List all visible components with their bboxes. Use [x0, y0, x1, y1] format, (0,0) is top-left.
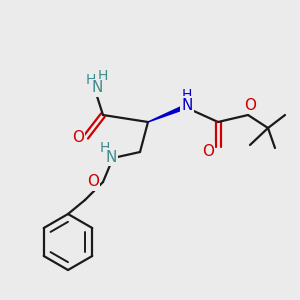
Text: O: O — [244, 98, 256, 112]
Text: H: H — [100, 141, 110, 155]
Text: N: N — [105, 149, 117, 164]
Text: H: H — [86, 73, 96, 87]
Text: O: O — [202, 143, 214, 158]
Text: H: H — [182, 88, 192, 102]
Text: H: H — [98, 69, 108, 83]
Text: N: N — [91, 80, 103, 95]
Text: O: O — [87, 175, 99, 190]
Text: O: O — [72, 130, 84, 145]
Text: N: N — [181, 98, 193, 112]
Polygon shape — [148, 105, 186, 122]
